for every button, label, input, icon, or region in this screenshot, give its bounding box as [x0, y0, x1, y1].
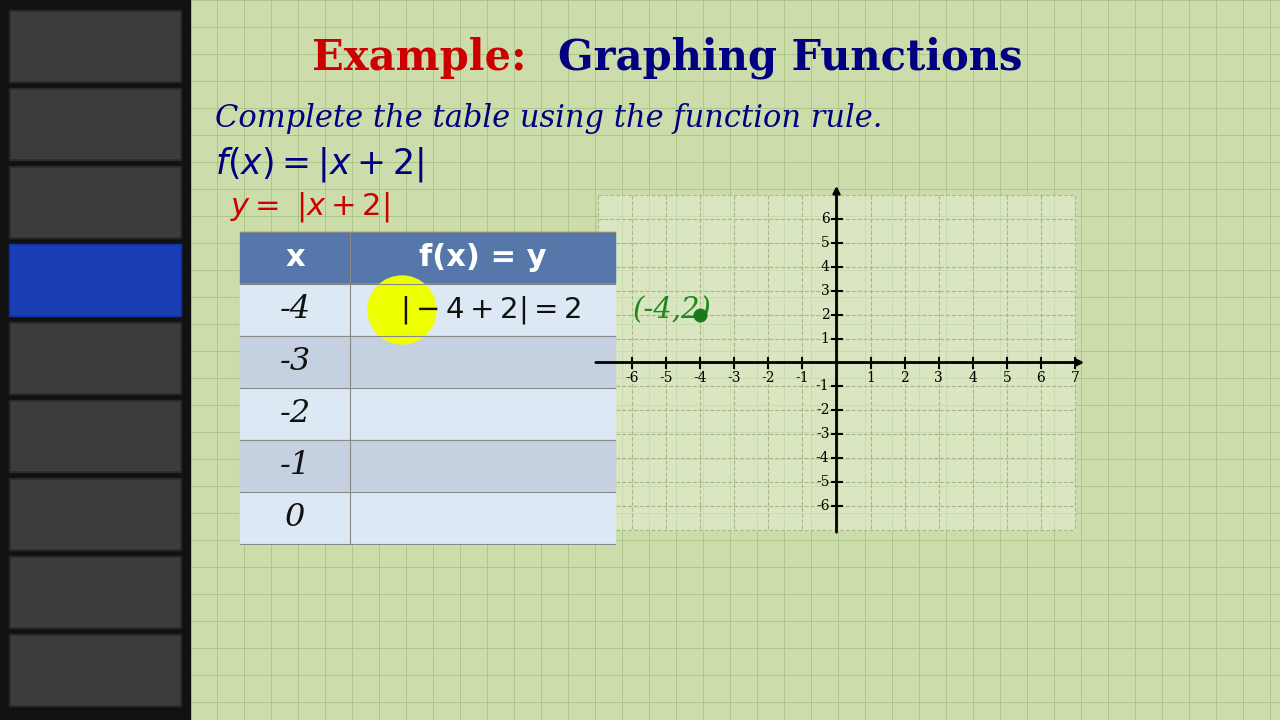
- Text: 5: 5: [820, 236, 829, 250]
- Text: 7: 7: [1070, 371, 1079, 384]
- Bar: [12, 480, 179, 548]
- Text: 6: 6: [1037, 371, 1046, 384]
- Bar: [12, 12, 179, 80]
- Text: 4: 4: [820, 260, 829, 274]
- Bar: [12, 636, 179, 704]
- Bar: [241, 388, 349, 440]
- Text: -6: -6: [817, 499, 829, 513]
- Text: -2: -2: [817, 403, 829, 418]
- Text: -2: -2: [762, 371, 776, 384]
- Text: (-4,2): (-4,2): [634, 296, 712, 324]
- Text: -2: -2: [279, 398, 311, 430]
- Bar: [12, 558, 179, 626]
- Text: -4: -4: [279, 294, 311, 325]
- Bar: [9, 10, 180, 82]
- Bar: [9, 634, 180, 706]
- Text: -1: -1: [796, 371, 809, 384]
- Text: -5: -5: [659, 371, 673, 384]
- Bar: [241, 492, 349, 544]
- Text: -4: -4: [815, 451, 829, 465]
- Text: -4: -4: [694, 371, 707, 384]
- Bar: [349, 336, 614, 388]
- Bar: [12, 168, 179, 236]
- Text: f(x) = y: f(x) = y: [419, 243, 547, 272]
- Text: x: x: [285, 243, 305, 272]
- Text: Graphing Functions: Graphing Functions: [558, 37, 1023, 79]
- Text: 1: 1: [867, 371, 876, 384]
- Text: 2: 2: [820, 307, 829, 322]
- Text: 5: 5: [1002, 371, 1011, 384]
- Bar: [241, 284, 349, 336]
- Text: -1: -1: [279, 451, 311, 482]
- Bar: [349, 492, 614, 544]
- Circle shape: [369, 276, 436, 344]
- Text: Complete the table using the function rule.: Complete the table using the function ru…: [215, 102, 882, 133]
- Bar: [9, 556, 180, 628]
- Bar: [598, 195, 1075, 530]
- Bar: [241, 232, 614, 284]
- Text: -3: -3: [817, 427, 829, 441]
- Bar: [9, 478, 180, 550]
- Text: -5: -5: [817, 475, 829, 489]
- Bar: [241, 440, 349, 492]
- Text: 0: 0: [285, 503, 305, 534]
- Text: Example:: Example:: [311, 37, 556, 79]
- Bar: [12, 246, 179, 314]
- Text: -3: -3: [279, 346, 311, 377]
- Text: 3: 3: [934, 371, 943, 384]
- Text: $f(x) = |x + 2|$: $f(x) = |x + 2|$: [215, 145, 424, 184]
- Text: 3: 3: [820, 284, 829, 297]
- Bar: [9, 322, 180, 394]
- Text: $|-4+2|=2$: $|-4+2|=2$: [399, 294, 581, 326]
- Text: $y = \ |x+2|$: $y = \ |x+2|$: [230, 190, 389, 224]
- Bar: [0, 0, 189, 720]
- Text: -6: -6: [626, 371, 639, 384]
- Text: 6: 6: [820, 212, 829, 226]
- Text: 1: 1: [820, 332, 829, 346]
- Text: -1: -1: [815, 379, 829, 393]
- Bar: [349, 284, 614, 336]
- Bar: [12, 90, 179, 158]
- Bar: [9, 88, 180, 160]
- Text: 4: 4: [969, 371, 977, 384]
- Bar: [9, 400, 180, 472]
- Bar: [9, 166, 180, 238]
- Bar: [349, 388, 614, 440]
- Bar: [12, 402, 179, 470]
- Text: -3: -3: [727, 371, 741, 384]
- Bar: [241, 336, 349, 388]
- Text: 2: 2: [900, 371, 909, 384]
- Bar: [9, 244, 180, 316]
- Bar: [349, 440, 614, 492]
- Bar: [12, 324, 179, 392]
